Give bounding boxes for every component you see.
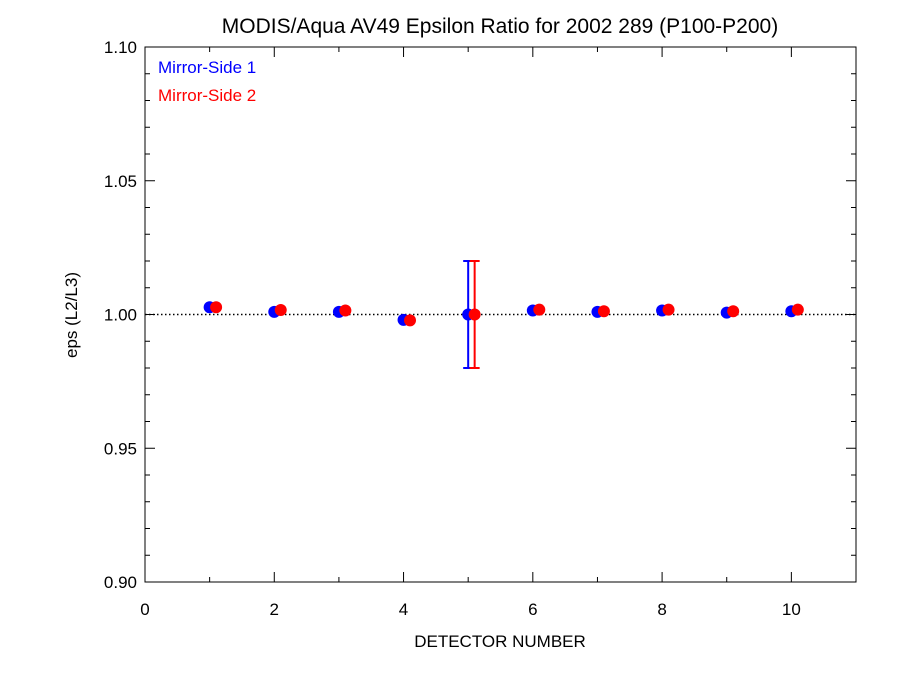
x-tick-label: 10	[782, 600, 801, 619]
data-point-s2	[404, 314, 417, 327]
data-point-s2	[274, 303, 287, 316]
data-point-s2	[468, 308, 481, 321]
plot-area: 0 2 4 6 8 10 0.90 0.95 1.00 1.05 1.10	[104, 38, 857, 619]
x-tick-label: 4	[399, 600, 408, 619]
x-axis-label: DETECTOR NUMBER	[414, 632, 586, 651]
data-point-s2	[727, 305, 740, 318]
y-tick-label: 0.90	[104, 573, 137, 592]
data-point-s2	[597, 305, 610, 318]
legend: Mirror-Side 1 Mirror-Side 2	[158, 58, 256, 105]
y-tick-label: 0.95	[104, 439, 137, 458]
data-point-s2	[791, 303, 804, 316]
data-point-s2	[339, 304, 352, 317]
chart-title: MODIS/Aqua AV49 Epsilon Ratio for 2002 2…	[222, 15, 778, 38]
legend-entry-mirror-side-2: Mirror-Side 2	[158, 86, 256, 105]
y-axis-label: eps (L2/L3)	[62, 272, 81, 358]
x-tick-label: 6	[528, 600, 537, 619]
y-tick-label: 1.00	[104, 306, 137, 325]
x-tick-label: 0	[140, 600, 149, 619]
legend-entry-mirror-side-1: Mirror-Side 1	[158, 58, 256, 77]
y-tick-label: 1.10	[104, 38, 137, 57]
y-tick-label: 1.05	[104, 172, 137, 191]
data-point-s2	[210, 301, 223, 314]
x-tick-label: 2	[270, 600, 279, 619]
data-point-s2	[533, 303, 546, 316]
x-tick-label: 8	[657, 600, 666, 619]
data-point-s2	[662, 303, 675, 316]
